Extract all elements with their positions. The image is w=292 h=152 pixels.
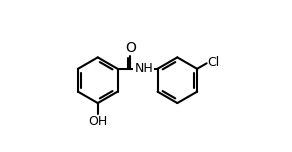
Text: Cl: Cl bbox=[207, 56, 220, 69]
Text: O: O bbox=[125, 41, 136, 55]
Text: NH: NH bbox=[134, 62, 153, 75]
Text: OH: OH bbox=[88, 115, 107, 128]
